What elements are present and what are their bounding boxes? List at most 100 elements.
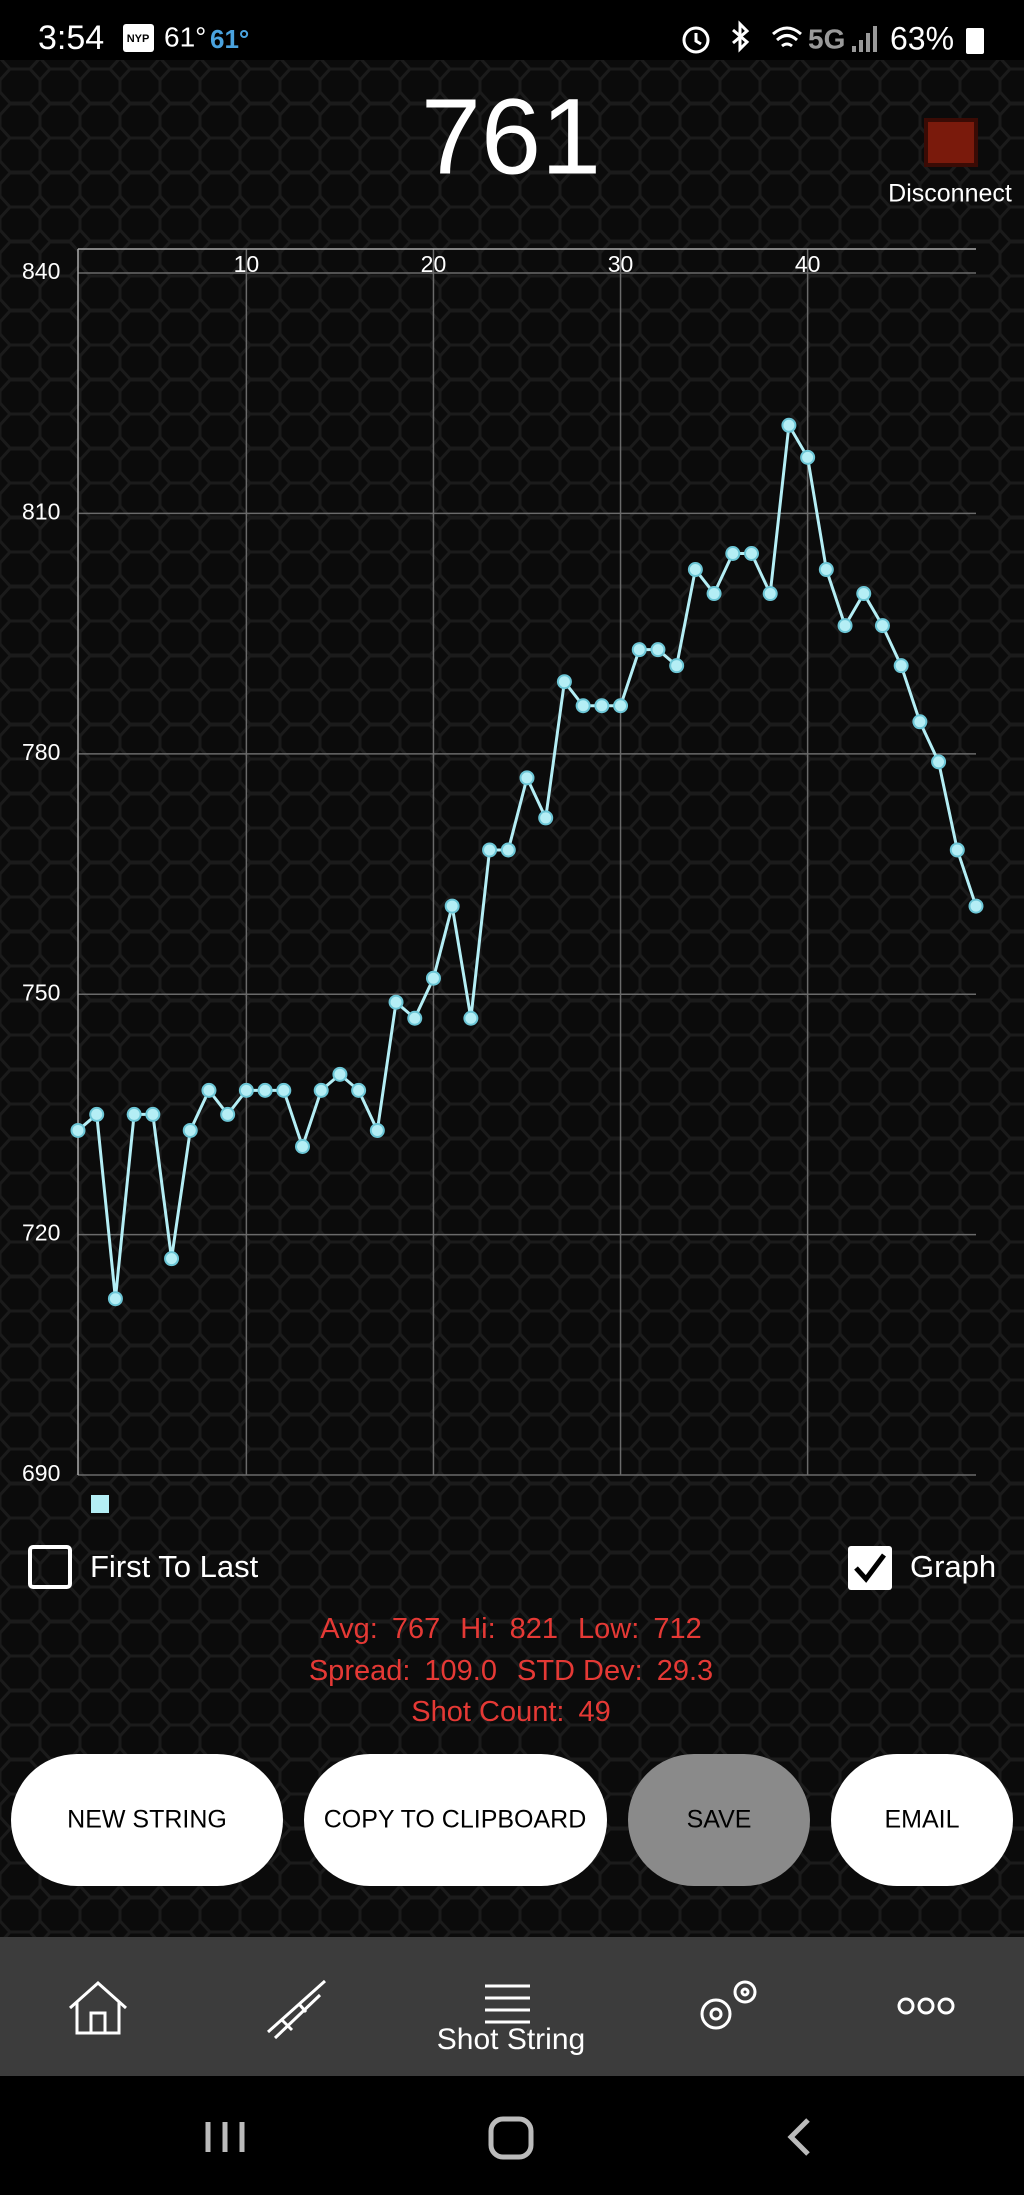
stat-label: Hi:	[460, 1613, 495, 1645]
data-point	[837, 618, 853, 634]
data-point	[725, 545, 741, 561]
y-tick-label: 840	[22, 258, 60, 284]
data-point	[949, 842, 965, 858]
x-tick-label: 40	[795, 251, 821, 277]
stats-line: Spread: 109.0 STD Dev: 29.3	[309, 1655, 713, 1687]
nav-active-label[interactable]: Shot String	[437, 2023, 585, 2056]
signal-icon	[852, 26, 877, 52]
graph-label[interactable]: Graph	[910, 1549, 996, 1584]
data-point	[482, 842, 498, 858]
data-point	[89, 1106, 105, 1122]
data-point	[220, 1106, 236, 1122]
data-point	[257, 1082, 273, 1098]
current-reading: 761	[421, 76, 601, 197]
copy-button[interactable]	[304, 1754, 607, 1886]
nav-icons	[69, 1979, 955, 2040]
data-point	[182, 1122, 198, 1138]
stat-label: Low:	[578, 1613, 639, 1645]
data-point	[425, 970, 441, 986]
stat-value: 49	[578, 1696, 610, 1728]
app-icon	[123, 24, 154, 52]
button-label[interactable]: SAVE	[687, 1806, 752, 1834]
data-point	[856, 586, 872, 602]
graph-checkbox[interactable]	[848, 1546, 892, 1590]
more-icon[interactable]	[897, 1997, 915, 2015]
stats: Avg: 767 Hi: 821 Low: 712 Spread: 109.0 STD Dev…	[309, 1613, 713, 1728]
y-tick-label: 750	[22, 979, 60, 1005]
data-point	[519, 770, 535, 786]
app-icon-text: NYP	[127, 33, 150, 45]
hex-background	[0, 60, 1024, 1937]
data-point	[912, 714, 928, 730]
stat-value: 712	[653, 1613, 701, 1645]
stat-value: 29.3	[657, 1655, 713, 1687]
disconnect-label[interactable]: Disconnect	[888, 180, 1012, 208]
data-point	[800, 449, 816, 465]
data-point	[650, 642, 666, 658]
data-point	[126, 1106, 142, 1122]
data-point	[276, 1082, 292, 1098]
save-button[interactable]	[628, 1754, 810, 1886]
data-point	[744, 545, 759, 561]
data-point	[556, 674, 572, 690]
first-to-last-checkbox[interactable]	[28, 1545, 72, 1589]
chart: 690 720 750 780 810 840 10 20 30 40	[22, 248, 984, 1486]
data-point	[687, 562, 703, 578]
stat-label: Shot Count:	[411, 1696, 564, 1728]
data-point	[968, 898, 984, 914]
home-button[interactable]	[488, 2116, 534, 2160]
data-point	[594, 698, 610, 714]
status-temp: 61°	[164, 21, 206, 52]
data-point	[332, 1066, 348, 1082]
data-point	[463, 1010, 479, 1026]
data-point	[238, 1082, 254, 1098]
stat-label: STD Dev:	[517, 1655, 643, 1687]
button-label[interactable]: EMAIL	[884, 1806, 959, 1834]
stat-label: Avg:	[320, 1613, 378, 1645]
list-icon[interactable]	[485, 1984, 530, 2024]
data-point	[931, 754, 947, 770]
data-point	[631, 642, 647, 658]
system-nav	[205, 2116, 810, 2160]
data-point	[351, 1082, 367, 1098]
battery-icon	[966, 28, 984, 54]
x-tick-label: 20	[421, 251, 447, 277]
recents-button[interactable]	[205, 2122, 245, 2152]
data-point	[388, 994, 404, 1010]
first-to-last-label[interactable]: First To Last	[90, 1549, 259, 1584]
stat-label: Spread:	[309, 1655, 411, 1687]
graph-check	[854, 1553, 886, 1583]
connection-indicator[interactable]	[924, 118, 978, 167]
data-point	[313, 1082, 329, 1098]
x-tick-label: 30	[608, 251, 634, 277]
data-point	[613, 698, 629, 714]
stat-value: 821	[510, 1613, 558, 1645]
data-point	[107, 1291, 123, 1307]
data-point	[762, 586, 778, 602]
data-point	[201, 1082, 217, 1098]
status-battery: 63%	[890, 20, 954, 56]
data-point	[500, 842, 516, 858]
rifle-icon[interactable]	[266, 1979, 327, 2040]
email-button[interactable]	[831, 1754, 1013, 1886]
button-label[interactable]: COPY TO CLIPBOARD	[324, 1806, 587, 1834]
status-time: 3:54	[38, 19, 104, 57]
data-point	[538, 810, 554, 826]
gear-icon[interactable]	[700, 1998, 732, 2030]
button-label[interactable]: NEW STRING	[67, 1806, 227, 1834]
back-button[interactable]	[787, 2118, 810, 2156]
y-tick-label: 690	[22, 1460, 60, 1486]
new-string-button[interactable]	[11, 1754, 283, 1886]
status-icons	[682, 20, 802, 54]
y-tick-label: 810	[22, 499, 60, 525]
data-point	[444, 898, 460, 914]
data-point	[145, 1106, 161, 1122]
status-network: 5G	[808, 23, 845, 54]
data-point	[164, 1251, 180, 1267]
data-point	[575, 698, 591, 714]
home-icon[interactable]	[69, 1980, 127, 2035]
data-point	[893, 658, 909, 674]
data-point	[706, 586, 722, 602]
